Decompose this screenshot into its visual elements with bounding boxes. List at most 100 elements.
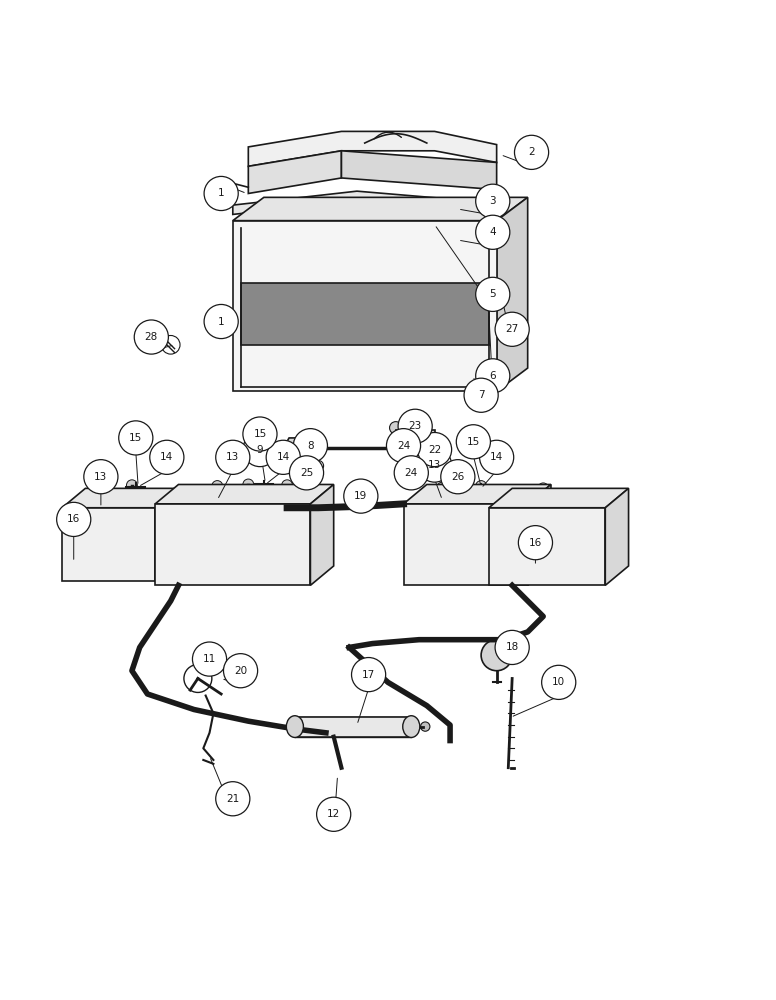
Text: 18: 18 — [505, 642, 519, 652]
Polygon shape — [155, 484, 334, 504]
Text: 16: 16 — [528, 538, 542, 548]
Circle shape — [476, 359, 510, 393]
Text: 14: 14 — [276, 452, 290, 462]
Text: 28: 28 — [144, 332, 158, 342]
Polygon shape — [295, 717, 411, 737]
Text: 20: 20 — [234, 666, 247, 676]
Circle shape — [289, 456, 324, 490]
Circle shape — [499, 484, 510, 495]
Circle shape — [476, 184, 510, 218]
Circle shape — [441, 460, 475, 494]
Circle shape — [514, 135, 549, 169]
Text: 15: 15 — [129, 433, 143, 443]
Text: 22: 22 — [428, 445, 442, 455]
Polygon shape — [411, 430, 435, 457]
Text: 13: 13 — [226, 452, 240, 462]
Circle shape — [204, 176, 238, 211]
Text: 14: 14 — [160, 452, 174, 462]
Circle shape — [119, 421, 153, 455]
Circle shape — [421, 722, 430, 731]
Text: 24: 24 — [397, 441, 411, 451]
Polygon shape — [233, 221, 497, 391]
Polygon shape — [404, 484, 551, 504]
Text: 27: 27 — [505, 324, 519, 334]
Circle shape — [204, 304, 238, 339]
Circle shape — [243, 417, 277, 451]
Text: 11: 11 — [203, 654, 217, 664]
Polygon shape — [283, 438, 307, 458]
Circle shape — [386, 429, 421, 463]
Polygon shape — [62, 488, 178, 508]
Polygon shape — [155, 488, 178, 581]
Polygon shape — [404, 504, 528, 585]
Text: 4: 4 — [490, 227, 496, 237]
Circle shape — [437, 482, 448, 493]
Polygon shape — [310, 484, 334, 585]
Text: 25: 25 — [300, 468, 314, 478]
Circle shape — [243, 479, 254, 490]
Polygon shape — [241, 283, 489, 345]
Circle shape — [344, 479, 378, 513]
Circle shape — [495, 312, 529, 346]
Circle shape — [223, 654, 258, 688]
Text: 2: 2 — [528, 147, 535, 157]
Text: 14: 14 — [490, 452, 504, 462]
Circle shape — [453, 468, 462, 477]
Circle shape — [464, 378, 498, 412]
Circle shape — [243, 432, 277, 467]
Circle shape — [317, 797, 351, 831]
Circle shape — [216, 782, 250, 816]
Circle shape — [481, 640, 512, 671]
Polygon shape — [341, 151, 497, 190]
Circle shape — [352, 658, 386, 692]
Circle shape — [391, 219, 400, 228]
Text: 13: 13 — [94, 472, 108, 482]
Circle shape — [542, 665, 576, 699]
Text: 6: 6 — [490, 371, 496, 381]
Polygon shape — [605, 488, 629, 585]
Circle shape — [216, 440, 250, 474]
Text: 15: 15 — [466, 437, 480, 447]
Circle shape — [476, 481, 487, 491]
Circle shape — [293, 429, 327, 463]
Text: 13: 13 — [428, 460, 442, 470]
Circle shape — [476, 215, 510, 249]
Ellipse shape — [403, 716, 420, 737]
Circle shape — [476, 277, 510, 311]
Circle shape — [538, 483, 549, 494]
Circle shape — [442, 468, 452, 477]
Text: 16: 16 — [67, 514, 81, 524]
Polygon shape — [233, 197, 528, 221]
Circle shape — [495, 630, 529, 665]
Circle shape — [254, 442, 266, 454]
Text: 24: 24 — [404, 468, 418, 478]
Text: 26: 26 — [451, 472, 465, 482]
Text: 5: 5 — [490, 289, 496, 299]
Circle shape — [390, 436, 402, 448]
Text: 1: 1 — [218, 188, 224, 198]
Circle shape — [150, 440, 184, 474]
Polygon shape — [155, 504, 310, 585]
Circle shape — [456, 425, 490, 459]
Polygon shape — [233, 191, 504, 214]
Polygon shape — [489, 488, 629, 508]
Text: 7: 7 — [478, 390, 484, 400]
Polygon shape — [62, 508, 155, 581]
Circle shape — [84, 460, 118, 494]
Polygon shape — [528, 484, 551, 585]
Circle shape — [313, 460, 324, 471]
Circle shape — [266, 440, 300, 474]
Circle shape — [282, 480, 293, 491]
Text: 19: 19 — [354, 491, 368, 501]
Circle shape — [480, 440, 514, 474]
Ellipse shape — [286, 716, 303, 737]
Circle shape — [184, 665, 212, 692]
Text: 3: 3 — [490, 196, 496, 206]
Circle shape — [57, 502, 91, 536]
Polygon shape — [248, 151, 341, 193]
Text: 12: 12 — [327, 809, 341, 819]
Text: 21: 21 — [226, 794, 240, 804]
Circle shape — [407, 218, 416, 227]
Circle shape — [95, 482, 106, 493]
Circle shape — [460, 374, 471, 384]
